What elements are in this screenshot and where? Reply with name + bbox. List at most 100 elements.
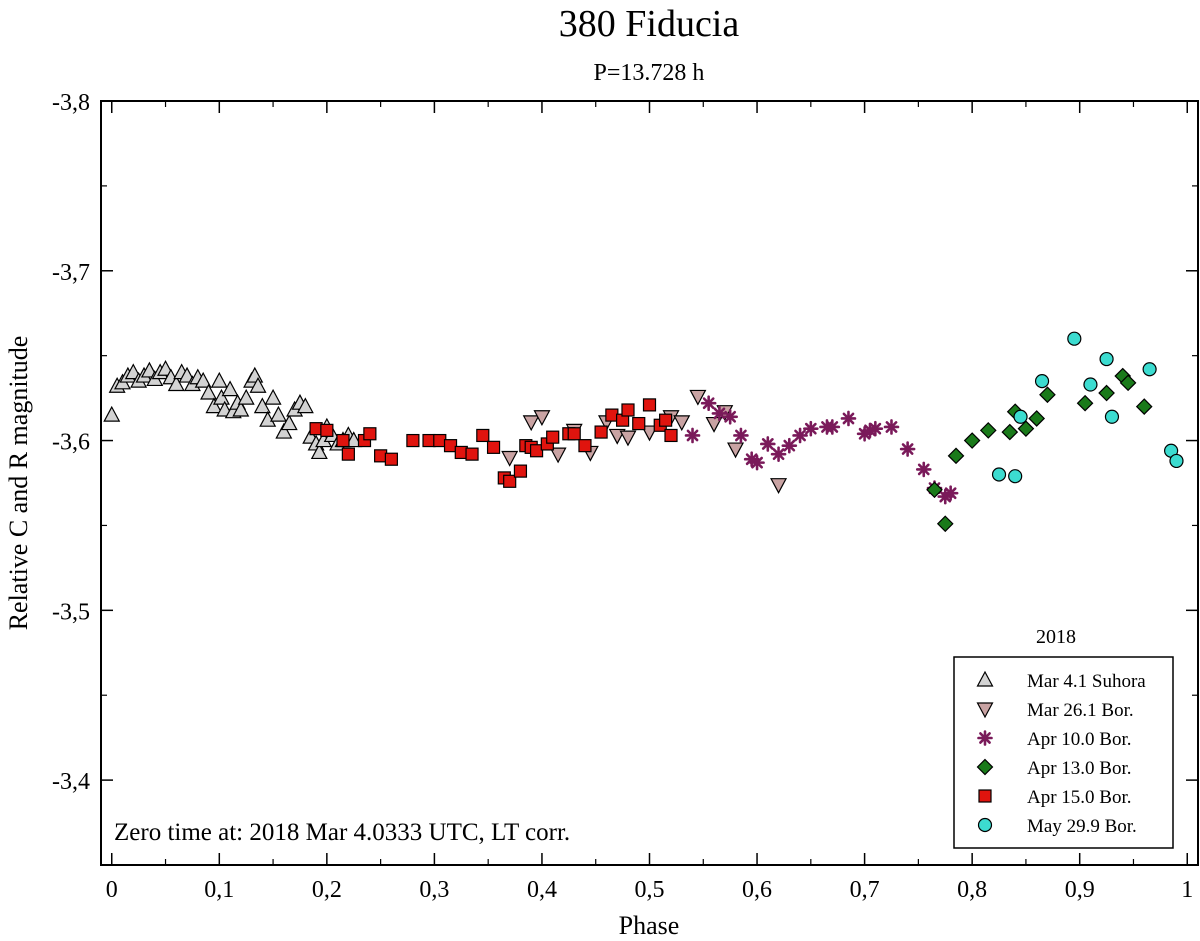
data-point bbox=[684, 427, 701, 444]
y-tick-label: -3,5 bbox=[52, 599, 90, 625]
data-point bbox=[640, 425, 659, 442]
data-point bbox=[642, 398, 657, 412]
data-points bbox=[103, 331, 1184, 533]
data-point bbox=[673, 415, 691, 432]
legend-marker bbox=[976, 670, 994, 687]
data-point bbox=[1098, 384, 1115, 402]
data-point bbox=[406, 433, 420, 448]
data-point bbox=[1034, 374, 1050, 389]
data-point bbox=[727, 442, 745, 459]
data-point bbox=[443, 439, 458, 453]
data-point bbox=[533, 410, 551, 427]
data-point bbox=[664, 428, 678, 443]
x-tick-label: 1 bbox=[1181, 877, 1193, 903]
data-point bbox=[237, 388, 255, 405]
legend-marker bbox=[976, 758, 994, 776]
x-tick-label: 0,9 bbox=[1065, 877, 1095, 903]
data-point bbox=[1142, 362, 1157, 377]
chart-title: 380 Fiducia bbox=[559, 3, 740, 45]
data-point bbox=[501, 450, 519, 467]
y-tick-label: -3,6 bbox=[52, 430, 90, 456]
data-point bbox=[320, 423, 334, 437]
data-point bbox=[269, 405, 287, 422]
data-point bbox=[345, 431, 363, 448]
x-axis-label: Phase bbox=[619, 911, 680, 940]
x-tick-label: 0 bbox=[106, 877, 118, 903]
x-tick-label: 0,7 bbox=[850, 877, 880, 903]
data-point bbox=[1039, 386, 1056, 404]
data-point bbox=[824, 419, 841, 435]
x-tick-label: 0,5 bbox=[635, 877, 665, 903]
data-point bbox=[840, 410, 857, 427]
zero-time-annotation: Zero time at: 2018 Mar 4.0333 UTC, LT co… bbox=[114, 819, 570, 846]
data-point bbox=[212, 388, 230, 405]
data-point bbox=[1008, 469, 1023, 484]
data-point bbox=[700, 395, 717, 412]
data-point bbox=[194, 371, 212, 388]
data-point bbox=[781, 437, 798, 454]
data-point bbox=[253, 397, 271, 414]
data-point bbox=[659, 413, 673, 427]
x-tick-label: 0,6 bbox=[742, 877, 772, 903]
legend-label: Mar 4.1 Suhora bbox=[1027, 671, 1146, 692]
data-point bbox=[549, 447, 567, 464]
data-point bbox=[1083, 377, 1098, 392]
data-point bbox=[1076, 394, 1094, 412]
legend-label: Mar 26.1 Bor. bbox=[1027, 700, 1134, 721]
data-point bbox=[722, 408, 738, 425]
data-point bbox=[1067, 331, 1082, 346]
data-point bbox=[915, 461, 932, 478]
legend-label: Apr 15.0 Bor. bbox=[1027, 787, 1132, 808]
series-diamond bbox=[926, 367, 1153, 533]
x-tick-label: 0,1 bbox=[204, 877, 234, 903]
data-point bbox=[200, 383, 218, 400]
data-point bbox=[947, 447, 965, 465]
data-point bbox=[619, 430, 637, 447]
x-tick-label: 0,4 bbox=[527, 877, 557, 903]
data-point bbox=[310, 443, 328, 460]
data-point bbox=[578, 439, 592, 453]
data-point bbox=[926, 481, 943, 499]
legend-marker bbox=[977, 817, 993, 833]
x-tick-label: 0,8 bbox=[957, 877, 987, 903]
data-point bbox=[280, 414, 298, 431]
data-point bbox=[936, 515, 954, 533]
data-point bbox=[632, 416, 646, 431]
legend-marker bbox=[977, 730, 993, 746]
series-triangle-up bbox=[103, 359, 363, 460]
data-point bbox=[296, 397, 314, 414]
data-point bbox=[1135, 398, 1153, 415]
data-point bbox=[594, 425, 608, 439]
data-point bbox=[503, 474, 517, 488]
data-point bbox=[1119, 374, 1137, 392]
data-point bbox=[792, 427, 808, 444]
data-point bbox=[363, 427, 377, 441]
data-point bbox=[883, 419, 900, 435]
data-point bbox=[476, 428, 490, 443]
data-point bbox=[232, 400, 250, 417]
data-point bbox=[210, 371, 228, 388]
data-point bbox=[513, 464, 528, 478]
data-point bbox=[942, 485, 959, 501]
data-point bbox=[979, 422, 997, 439]
data-point bbox=[1099, 351, 1114, 367]
data-point bbox=[529, 444, 544, 458]
data-point bbox=[1001, 423, 1019, 441]
x-tick-label: 0,2 bbox=[312, 877, 342, 903]
data-point bbox=[1013, 409, 1028, 424]
chart-subtitle: P=13.728 h bbox=[594, 60, 705, 86]
legend-marker bbox=[978, 789, 992, 803]
data-point bbox=[221, 380, 239, 397]
x-tick-label: 0,3 bbox=[419, 877, 449, 903]
data-point bbox=[803, 420, 819, 437]
data-point bbox=[336, 433, 350, 448]
legend-marker bbox=[976, 702, 994, 719]
data-point bbox=[1017, 420, 1035, 438]
data-point bbox=[899, 441, 916, 457]
data-point bbox=[384, 452, 398, 466]
data-point bbox=[689, 389, 707, 406]
data-point bbox=[770, 478, 788, 494]
data-point bbox=[205, 397, 223, 414]
data-point bbox=[733, 427, 749, 444]
